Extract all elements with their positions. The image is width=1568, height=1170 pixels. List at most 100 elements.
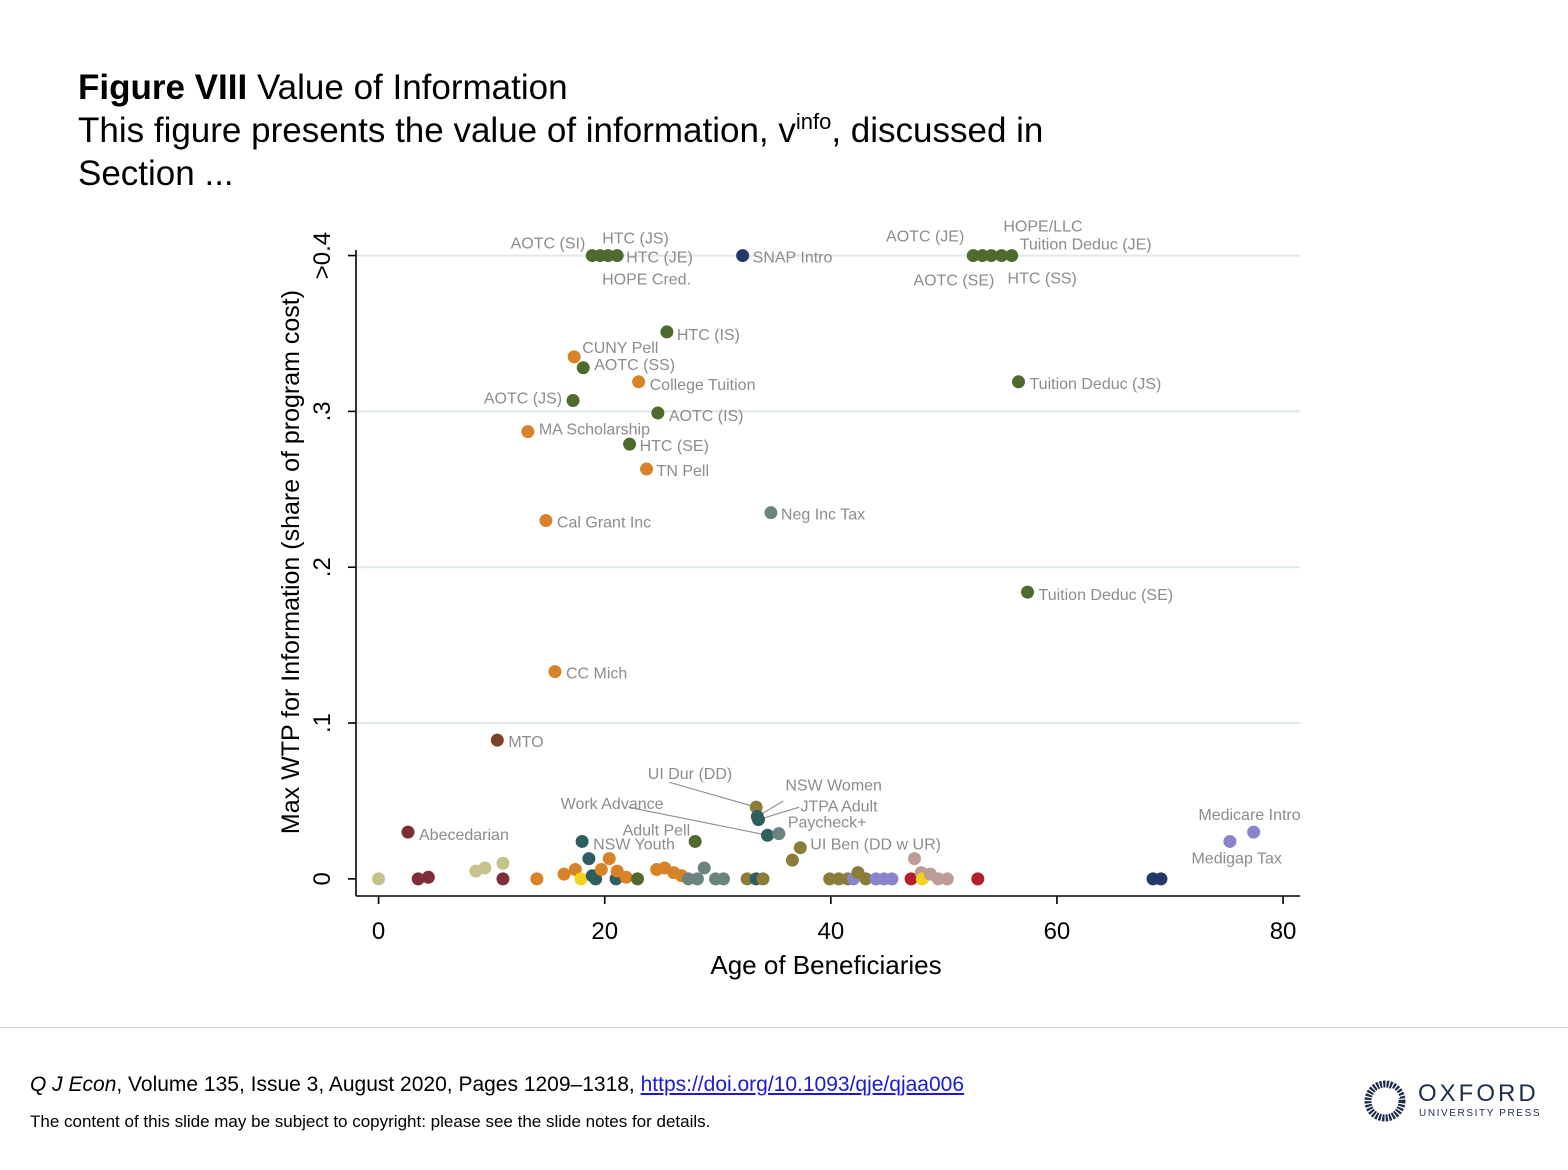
data-point	[907, 852, 921, 866]
data-point	[602, 852, 616, 866]
point-label: AOTC (IS)	[669, 408, 744, 425]
point-label: AOTC (SS)	[594, 357, 675, 374]
caption-text-end: , discussed in	[831, 111, 1044, 150]
point-label: HTC (SS)	[1008, 271, 1077, 288]
data-point	[1154, 872, 1168, 886]
scatter-chart: 0 .1 .2 .3 >0.4 0 20 40 60 80 Age of Beneficiaries…	[277, 219, 1301, 980]
data-point	[761, 828, 775, 842]
doi-link[interactable]: https://doi.org/10.1093/qje/qjaa006	[640, 1073, 965, 1096]
data-point	[971, 872, 985, 886]
point-label: College Tuition	[650, 377, 756, 394]
data-point	[651, 406, 665, 420]
data-point	[931, 872, 945, 886]
point-label: AOTC (SI)	[511, 236, 586, 253]
y-tick-label: .1	[309, 713, 336, 733]
data-point	[716, 872, 730, 886]
data-point	[530, 872, 544, 886]
point-label: AOTC (JS)	[484, 390, 562, 407]
caption-superscript: info	[795, 109, 832, 134]
oxford-seal-icon	[1364, 1080, 1406, 1122]
point-label: JTPA Adult	[800, 799, 878, 816]
point-label: CUNY Pell	[582, 340, 658, 357]
point-label: Tuition Deduc (JS)	[1029, 376, 1161, 393]
figure-title-text: Value of Information	[256, 68, 568, 107]
data-point	[478, 861, 492, 875]
data-point	[688, 834, 702, 848]
data-point	[785, 853, 799, 867]
y-axis-title: Max WTP for Information (share of progra…	[277, 290, 305, 834]
figure-label: Figure VIII	[78, 68, 248, 107]
data-point	[372, 872, 386, 886]
data-point	[690, 872, 704, 886]
data-point	[594, 863, 608, 877]
data-point	[859, 872, 873, 886]
data-point	[589, 872, 603, 886]
point-label: Work Advance	[561, 796, 664, 813]
citation-details: , Volume 135, Issue 3, August 2020, Page…	[116, 1073, 641, 1096]
y-tick-label: 0	[309, 872, 336, 885]
x-tick-label: 60	[1044, 918, 1071, 945]
data-point	[610, 864, 624, 878]
point-label: Paycheck+	[788, 815, 867, 832]
point-label: HOPE/LLC	[1003, 219, 1082, 236]
data-point	[539, 513, 553, 527]
data-point	[496, 856, 510, 870]
point-label: CC Mich	[566, 666, 627, 683]
x-axis-title: Age of Beneficiaries	[710, 950, 941, 980]
point-label: Abecedarian	[419, 827, 509, 844]
data-point	[521, 425, 535, 439]
point-layer	[372, 249, 1261, 886]
y-tick-label: .2	[309, 557, 336, 577]
point-label-layer: AOTC (SI) HTC (JS) HOPE Cred. HTC (JE) SNAP …	[419, 219, 1301, 868]
data-point	[823, 872, 837, 886]
data-point	[575, 834, 589, 848]
data-point	[490, 733, 504, 747]
data-point	[885, 872, 899, 886]
data-point	[548, 665, 562, 679]
point-label: NSW Youth	[593, 836, 675, 853]
point-label: SNAP Intro	[753, 250, 833, 267]
data-point	[623, 437, 637, 451]
logo-subtitle: UNIVERSITY PRESS	[1419, 1108, 1542, 1119]
point-label: Medigap Tax	[1191, 850, 1281, 867]
point-label: Cal Grant Inc	[557, 514, 651, 531]
data-point	[697, 861, 711, 875]
point-label: TN Pell	[657, 463, 709, 480]
data-point	[1247, 825, 1261, 839]
citation: Q J Econ, Volume 135, Issue 3, August 20…	[30, 1073, 964, 1097]
data-point	[772, 827, 786, 841]
x-tick-label: 20	[591, 918, 618, 945]
leader-line	[758, 806, 800, 821]
data-point	[1011, 375, 1025, 389]
data-point	[740, 872, 754, 886]
data-point	[557, 867, 571, 881]
caption-text: This figure presents the value of inform…	[78, 111, 796, 150]
point-label: NSW Women	[785, 778, 882, 795]
x-tick-label: 80	[1270, 918, 1297, 945]
point-label: MTO	[508, 734, 543, 751]
data-point	[751, 813, 765, 827]
point-label: AOTC (SE)	[913, 273, 994, 290]
data-point	[574, 872, 588, 886]
data-point	[411, 872, 425, 886]
point-label: UI Ben (DD w UR)	[810, 837, 941, 854]
data-point	[619, 870, 633, 884]
data-point	[576, 361, 590, 375]
data-point	[401, 825, 415, 839]
point-label: HTC (SE)	[640, 438, 709, 455]
data-point	[975, 249, 989, 263]
point-label: Tuition Deduc (SE)	[1039, 587, 1174, 604]
data-point	[966, 249, 980, 263]
figure-title-block: Figure VIII Value of Information This fi…	[78, 66, 1178, 195]
point-label: Tuition Deduc (JE)	[1020, 237, 1152, 254]
data-point	[660, 325, 674, 339]
data-point	[995, 249, 1009, 263]
figure-title: Figure VIII Value of Information	[78, 66, 1178, 109]
x-tick-label: 0	[372, 918, 385, 945]
data-point	[568, 863, 582, 877]
data-point	[793, 841, 807, 855]
journal-name: Q J Econ	[30, 1073, 117, 1096]
point-label: Neg Inc Tax	[781, 507, 865, 524]
point-label: HTC (JS)	[602, 231, 669, 248]
y-tick-label: >0.4	[309, 232, 336, 279]
